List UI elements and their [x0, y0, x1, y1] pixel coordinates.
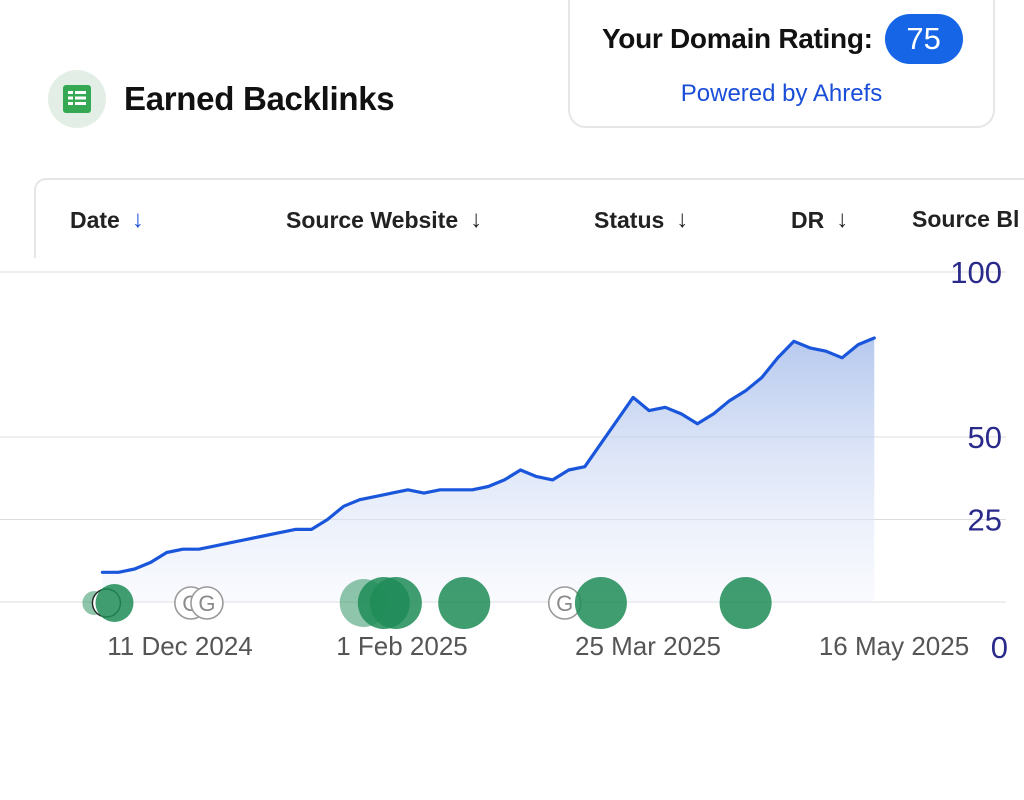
dr-area-fill: [102, 338, 875, 602]
table-header: Date ↓ Source Website ↓ Status ↓ DR ↓ So…: [34, 178, 1024, 258]
domain-rating-label: Your Domain Rating:: [602, 23, 873, 54]
x-tick-label: 25 Mar 2025: [575, 631, 721, 661]
spreadsheet-icon: [48, 70, 106, 128]
google-letter: G: [556, 591, 573, 616]
column-header-source-blog[interactable]: Source Bl: [912, 206, 1019, 233]
y-tick-label: 0: [991, 630, 1008, 665]
page-title: Earned Backlinks: [124, 80, 395, 117]
column-label: DR: [791, 206, 825, 233]
backlink-marker[interactable]: [369, 577, 422, 629]
powered-by-ahrefs-link[interactable]: Powered by Ahrefs: [680, 80, 883, 107]
page-header: Earned Backlinks: [48, 70, 395, 128]
column-header-date[interactable]: Date ↓: [70, 206, 144, 234]
column-header-status[interactable]: Status ↓: [594, 206, 688, 234]
dr-series-line: [100, 336, 876, 574]
arrow-down-icon[interactable]: ↓: [676, 206, 689, 233]
backlink-marker[interactable]: [719, 577, 772, 629]
google-icon: [190, 586, 224, 620]
google-letter: G: [198, 591, 215, 616]
google-backlink-marker[interactable]: G: [190, 586, 224, 620]
arrow-down-icon[interactable]: ↓: [470, 206, 483, 233]
y-tick-label: 50: [968, 420, 1002, 455]
column-header-dr[interactable]: DR ↓: [791, 206, 848, 234]
backlink-marker[interactable]: [438, 577, 491, 629]
y-tick-label: 100: [950, 256, 1002, 290]
column-label: Status: [594, 206, 665, 233]
column-label: Source Bl: [912, 206, 1020, 232]
y-tick-label: 25: [968, 503, 1002, 538]
domain-rating-card: Your Domain Rating: 75 Powered by Ahrefs: [568, 0, 995, 128]
x-tick-label: 16 May 2025: [819, 631, 969, 661]
domain-rating-badge: 75: [884, 14, 963, 64]
arrow-down-icon[interactable]: ↓: [836, 206, 849, 233]
backlink-marker[interactable]: [574, 577, 627, 629]
x-tick-label: 1 Feb 2025: [336, 631, 468, 661]
arrow-down-icon[interactable]: ↓: [131, 206, 144, 233]
x-tick-label: 11 Dec 2024: [107, 631, 253, 661]
backlink-marker[interactable]: [95, 584, 134, 622]
column-header-source-website[interactable]: Source Website ↓: [286, 206, 482, 234]
column-label: Source Website: [286, 206, 459, 233]
column-label: Date: [70, 206, 120, 233]
